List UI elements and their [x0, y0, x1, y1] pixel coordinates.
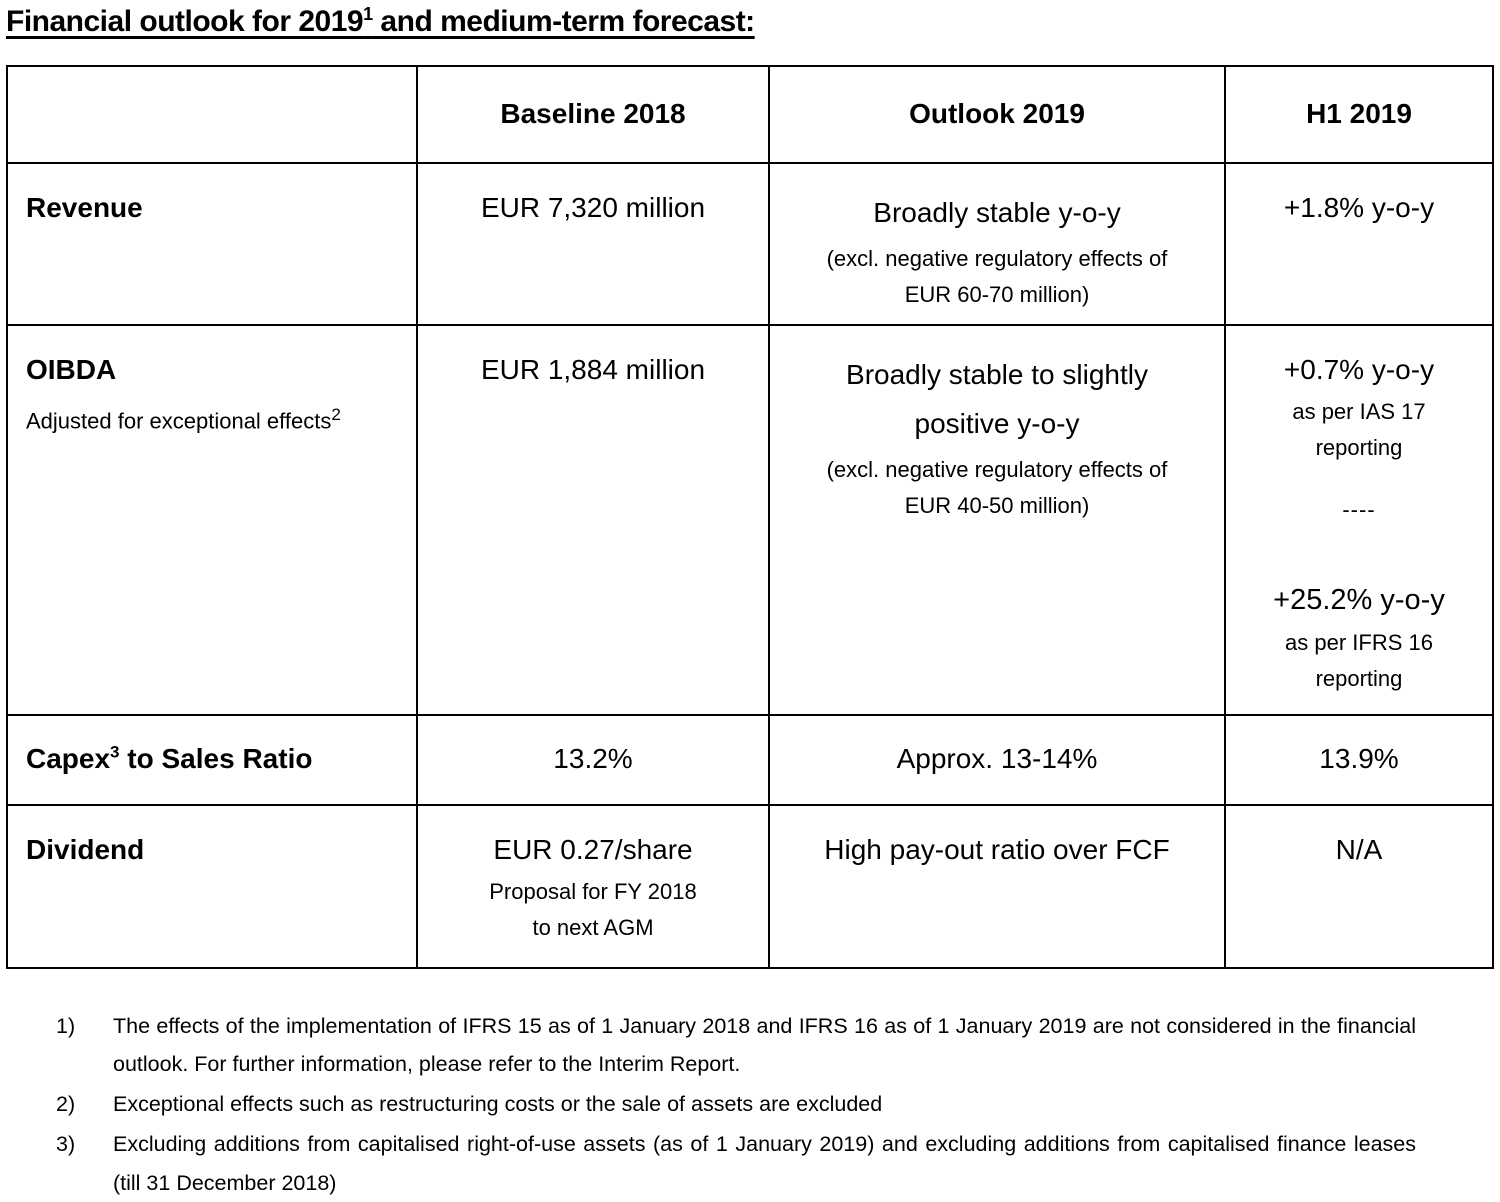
footnote-3-text: Excluding additions from capitalised rig… [113, 1132, 1416, 1195]
dividend-h1-value: N/A [1224, 803, 1494, 969]
financial-outlook-table: Baseline 2018 Outlook 2019 H1 2019 Reven… [6, 65, 1494, 969]
oibda-h1-ias17-note: as per IAS 17 reporting [1292, 399, 1426, 461]
revenue-outlook-note: (excl. negative regulatory effects of EU… [826, 246, 1168, 308]
footnote-1: 1) The effects of the implementation of … [56, 1007, 1456, 1084]
capex-label-text: Capex [26, 743, 111, 775]
oibda-h1-cell: +0.7% y-o-y as per IAS 17 reporting ----… [1224, 323, 1494, 716]
footnote-2-text: Exceptional effects such as restructurin… [113, 1092, 883, 1117]
capex-outlook-value: Approx. 13-14% [768, 713, 1226, 806]
oibda-outlook-value: Broadly stable to slightly positive y-o-… [846, 358, 1148, 439]
dividend-outlook-value: High pay-out ratio over FCF [768, 803, 1226, 969]
oibda-h1-divider: ---- [1342, 496, 1376, 522]
capex-h1-value: 13.9% [1224, 713, 1494, 806]
revenue-h1-value: +1.8% y-o-y [1224, 162, 1494, 326]
col-header-empty [6, 65, 418, 164]
table-row-dividend: Dividend EUR 0.27/share Proposal for FY … [6, 803, 1494, 969]
capex-row-label: Capex3 to Sales Ratio [6, 713, 418, 806]
capex-label-footnote-ref: 3 [110, 742, 120, 762]
footnotes-section: 1) The effects of the implementation of … [56, 1007, 1456, 1202]
oibda-row-label-cell: OIBDA Adjusted for exceptional effects2 [6, 323, 418, 716]
footnote-2-number: 2) [56, 1092, 76, 1117]
col-header-h1-2019: H1 2019 [1224, 65, 1494, 164]
table-row-oibda: OIBDA Adjusted for exceptional effects2 … [6, 323, 1494, 716]
revenue-outlook-value: Broadly stable y-o-y [873, 197, 1121, 228]
oibda-row-label: OIBDA [26, 353, 117, 385]
revenue-row-label: Revenue [6, 162, 418, 326]
table-header-row: Baseline 2018 Outlook 2019 H1 2019 [6, 65, 1494, 164]
page-title: Financial outlook for 20191 and medium-t… [6, 4, 755, 39]
col-header-baseline-2018: Baseline 2018 [416, 65, 770, 164]
page-title-suffix: and medium-term forecast: [372, 5, 755, 38]
footnote-2: 2) Exceptional effects such as restructu… [56, 1085, 1456, 1123]
dividend-baseline-cell: EUR 0.27/share Proposal for FY 2018 to n… [416, 803, 770, 969]
oibda-h1-ias17-value: +0.7% y-o-y [1283, 353, 1435, 385]
capex-baseline-value: 13.2% [416, 713, 770, 806]
oibda-h1-ifrs16-value: +25.2% y-o-y [1273, 583, 1445, 616]
dividend-baseline-note: Proposal for FY 2018 to next AGM [489, 879, 697, 941]
oibda-outlook-cell: Broadly stable to slightly positive y-o-… [768, 323, 1226, 716]
oibda-sublabel-footnote-ref: 2 [331, 405, 341, 425]
revenue-outlook-cell: Broadly stable y-o-y (excl. negative reg… [768, 162, 1226, 326]
revenue-baseline-value: EUR 7,320 million [416, 162, 770, 326]
footnote-3: 3) Excluding additions from capitalised … [56, 1125, 1456, 1202]
oibda-row-sublabel: Adjusted for exceptional effects2 [26, 404, 404, 436]
page-title-text: Financial outlook for 2019 [6, 5, 364, 38]
dividend-baseline-value: EUR 0.27/share [493, 833, 693, 865]
footnote-1-text: The effects of the implementation of IFR… [113, 1013, 1416, 1076]
table-row-capex: Capex3 to Sales Ratio 13.2% Approx. 13-1… [6, 713, 1494, 806]
footnote-1-number: 1) [56, 1013, 76, 1038]
oibda-baseline-value: EUR 1,884 million [416, 323, 770, 716]
dividend-row-label: Dividend [6, 803, 418, 969]
oibda-outlook-note: (excl. negative regulatory effects of EU… [826, 456, 1168, 518]
oibda-sublabel-text: Adjusted for exceptional effects [26, 408, 332, 434]
capex-label-suffix: to Sales Ratio [119, 743, 313, 775]
page-title-footnote-ref: 1 [363, 4, 373, 24]
oibda-h1-ifrs16-note: as per IFRS 16 reporting [1285, 629, 1433, 692]
footnote-3-number: 3) [56, 1132, 76, 1157]
table-row-revenue: Revenue EUR 7,320 million Broadly stable… [6, 162, 1494, 326]
col-header-outlook-2019: Outlook 2019 [768, 65, 1226, 164]
